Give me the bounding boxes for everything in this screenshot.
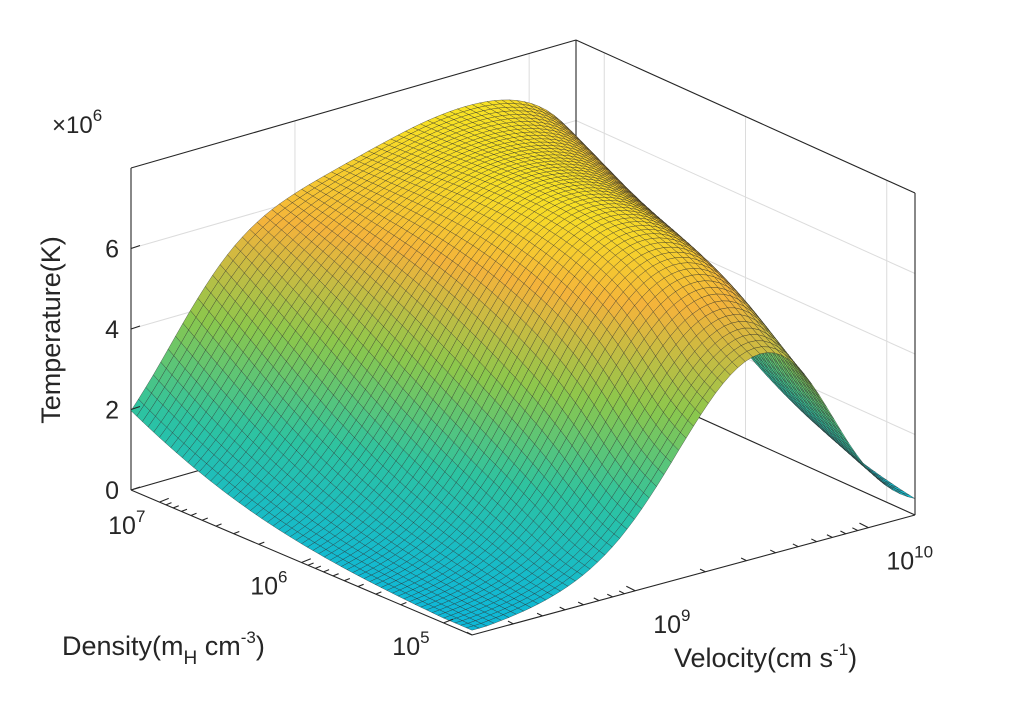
velocity-tick	[577, 601, 584, 606]
velocity-tick	[699, 568, 706, 573]
z-tick-label: 2	[105, 397, 119, 425]
velocity-tick	[859, 522, 869, 529]
z-tick	[130, 244, 141, 250]
velocity-tick	[826, 534, 833, 538]
density-tick	[258, 541, 265, 545]
density-tick	[159, 497, 169, 503]
z-tick-label: 6	[105, 236, 119, 264]
velocity-axis-line	[471, 514, 916, 636]
density-tick	[215, 523, 222, 527]
velocity-axis-label: Velocity(cm s-1)	[674, 640, 857, 673]
velocity-tick	[852, 527, 858, 532]
density-tick	[323, 569, 330, 573]
velocity-tick	[618, 590, 625, 595]
velocity-tick	[607, 593, 613, 598]
z-tick	[130, 325, 141, 330]
density-tick	[315, 565, 322, 569]
velocity-tick	[840, 530, 847, 535]
density-tick	[357, 583, 364, 588]
density-tick-label: 107	[108, 507, 145, 540]
density-tick	[443, 618, 454, 624]
density-tick	[190, 512, 197, 516]
density-tick	[233, 530, 240, 535]
velocity-tick-label: 1010	[886, 543, 933, 576]
density-tick	[332, 573, 339, 577]
velocity-tick	[507, 620, 514, 625]
z-multiplier: ×106	[52, 106, 102, 139]
density-tick	[400, 601, 407, 606]
density-tick	[172, 505, 179, 509]
density-tick-label: 105	[392, 628, 429, 661]
density-tick	[165, 502, 172, 506]
surface-cell	[901, 492, 916, 499]
velocity-tick	[559, 606, 566, 611]
velocity-tick	[536, 612, 543, 617]
velocity-tick	[811, 538, 817, 543]
density-tick	[301, 558, 312, 564]
surface-mesh	[130, 99, 916, 631]
density-tick	[344, 577, 351, 582]
z-tick-label: 4	[105, 316, 119, 344]
velocity-tick-label: 109	[653, 606, 690, 639]
velocity-tick	[792, 543, 799, 548]
velocity-tick	[769, 549, 776, 554]
velocity-tick	[466, 631, 473, 636]
density-tick	[307, 562, 314, 566]
density-axis-label: Density(mH cm-3)	[62, 628, 265, 669]
density-tick-label: 106	[250, 568, 287, 601]
density-tick	[181, 508, 188, 512]
z-tick-label: 0	[105, 477, 119, 505]
z-tick	[130, 405, 141, 411]
z-axis-label: Temperature(K)	[36, 236, 66, 424]
density-tick	[201, 517, 208, 521]
velocity-tick	[740, 557, 747, 562]
velocity-tick	[593, 597, 600, 602]
z-tick	[130, 486, 141, 491]
axis-ticks: 0 2 4 6 107 106 105 109 1010	[105, 236, 933, 661]
velocity-tick	[626, 585, 636, 592]
surface-cell	[465, 625, 481, 631]
density-tick	[375, 591, 382, 595]
